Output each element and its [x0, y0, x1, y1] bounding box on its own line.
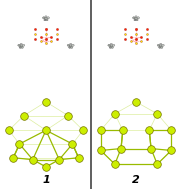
Polygon shape — [70, 43, 72, 45]
Polygon shape — [19, 46, 21, 48]
Polygon shape — [21, 46, 23, 48]
Polygon shape — [20, 45, 23, 47]
Polygon shape — [111, 46, 113, 48]
Polygon shape — [109, 46, 111, 48]
Polygon shape — [161, 46, 163, 48]
Polygon shape — [160, 43, 162, 45]
Polygon shape — [132, 17, 135, 19]
Polygon shape — [162, 44, 164, 46]
Polygon shape — [70, 46, 73, 48]
Polygon shape — [47, 17, 49, 19]
Polygon shape — [20, 43, 22, 45]
Polygon shape — [44, 17, 48, 20]
Polygon shape — [137, 17, 139, 19]
Polygon shape — [110, 43, 112, 45]
Polygon shape — [112, 44, 115, 46]
Polygon shape — [134, 17, 138, 20]
Polygon shape — [110, 45, 113, 47]
Polygon shape — [72, 44, 74, 46]
Polygon shape — [68, 46, 71, 48]
Polygon shape — [159, 46, 161, 48]
Polygon shape — [159, 45, 162, 47]
Polygon shape — [136, 19, 138, 21]
Text: 1: 1 — [42, 175, 50, 185]
Polygon shape — [67, 44, 70, 46]
Polygon shape — [18, 44, 20, 46]
Polygon shape — [42, 17, 45, 19]
Polygon shape — [45, 16, 47, 17]
Polygon shape — [108, 44, 110, 46]
Text: 2: 2 — [132, 175, 140, 185]
Polygon shape — [134, 19, 136, 21]
Polygon shape — [157, 44, 160, 46]
Polygon shape — [22, 44, 25, 46]
Polygon shape — [135, 16, 137, 17]
Polygon shape — [46, 19, 48, 21]
Polygon shape — [44, 19, 46, 21]
Polygon shape — [69, 45, 72, 47]
